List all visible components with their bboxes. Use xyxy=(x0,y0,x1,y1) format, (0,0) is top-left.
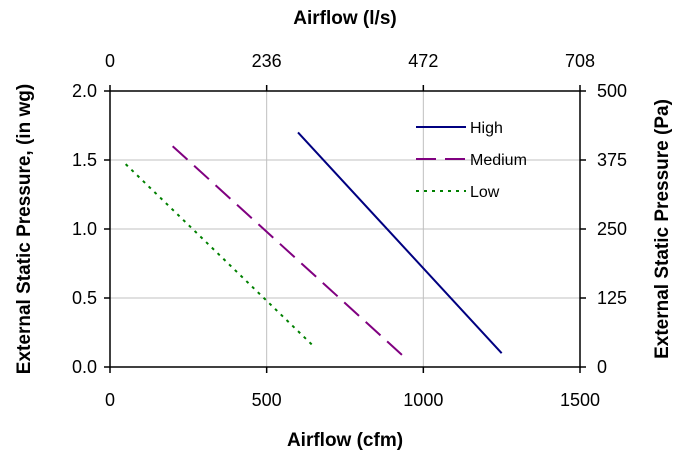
tick-labels: 0 0 500 236 1000 472 1500 708 0.0 0 0.5 125 1.0 250 1.… xyxy=(72,51,627,410)
legend: High Medium Low xyxy=(416,120,527,201)
x2-tick-label: 0 xyxy=(105,51,115,71)
x2-tick-label: 236 xyxy=(252,51,282,71)
y2-axis-title: External Static Pressure (Pa) xyxy=(652,99,673,359)
y-axis-title: External Static Pressure, (in wg) xyxy=(14,84,35,374)
y2-tick-label: 375 xyxy=(597,150,627,170)
y2-tick-label: 125 xyxy=(597,288,627,308)
axis-ticks xyxy=(104,85,586,373)
legend-label-medium: Medium xyxy=(470,152,527,169)
series-layer xyxy=(124,131,503,361)
x2-tick-label: 708 xyxy=(565,51,595,71)
x-axis-title: Airflow (cfm) xyxy=(287,430,403,451)
x-tick-label: 0 xyxy=(105,390,115,410)
series-line-low xyxy=(124,163,315,348)
y-tick-label: 0.5 xyxy=(72,288,97,308)
y-tick-label: 2.0 xyxy=(72,81,97,101)
y-tick-label: 0.0 xyxy=(72,357,97,377)
y2-tick-label: 0 xyxy=(597,357,607,377)
legend-label-low: Low xyxy=(470,184,500,201)
series-line-high xyxy=(297,131,503,354)
x2-axis-title: Airflow (l/s) xyxy=(293,8,396,29)
gridlines xyxy=(110,91,580,367)
y-tick-label: 1.5 xyxy=(72,150,97,170)
legend-label-high: High xyxy=(470,120,503,137)
x-tick-label: 1500 xyxy=(560,390,600,410)
x-tick-label: 500 xyxy=(252,390,282,410)
y2-tick-label: 250 xyxy=(597,219,627,239)
series-line-medium xyxy=(171,145,409,361)
y2-tick-label: 500 xyxy=(597,81,627,101)
x-tick-label: 1000 xyxy=(403,390,443,410)
x2-tick-label: 472 xyxy=(408,51,438,71)
y-tick-label: 1.0 xyxy=(72,219,97,239)
